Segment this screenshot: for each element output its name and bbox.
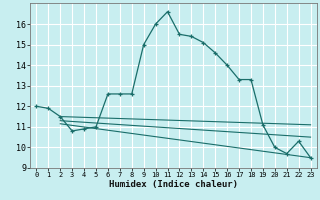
X-axis label: Humidex (Indice chaleur): Humidex (Indice chaleur) bbox=[109, 180, 238, 189]
